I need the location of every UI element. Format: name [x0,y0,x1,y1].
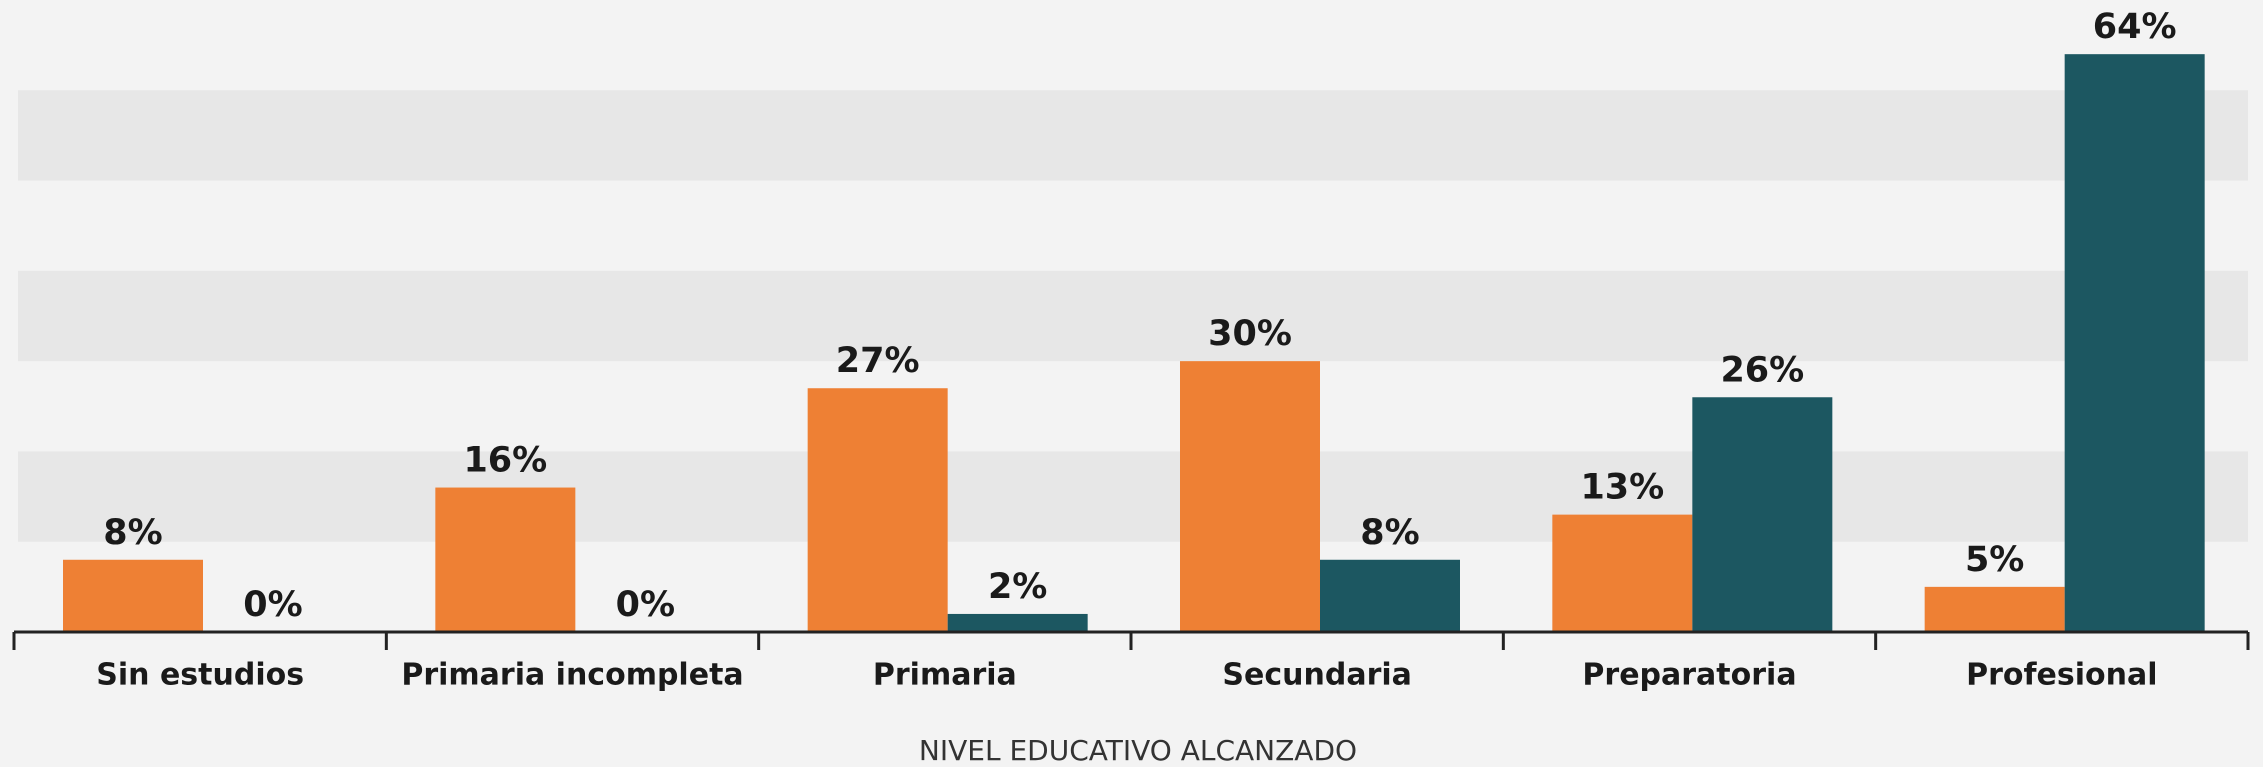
data-label: 5% [1965,540,2024,580]
data-label: 13% [1580,468,1664,508]
bar [1924,586,2065,632]
x-tick-label: Preparatoria [1582,658,1796,693]
bar [1320,559,1460,632]
grid-band [18,90,2248,181]
data-label: 64% [2093,7,2177,47]
bar [947,613,1088,632]
bar [63,559,203,632]
bar [435,487,576,632]
data-label: 0% [243,585,302,625]
grid-band [18,451,2248,542]
bar [1180,361,1320,632]
x-tick-label: Secundaria [1222,658,1412,693]
bar [2064,54,2205,632]
data-label: 26% [1720,350,1804,390]
x-axis-label: NIVEL EDUCATIVO ALCANZADO [919,734,1357,767]
x-tick-label: Sin estudios [96,658,304,693]
data-label: 8% [1360,513,1419,553]
bar [807,388,948,632]
x-tick-label: Primaria incompleta [401,658,743,693]
data-label: 30% [1208,314,1292,354]
bar [1552,514,1693,632]
marks [63,54,2205,632]
data-label: 2% [988,567,1047,607]
data-label: 8% [103,513,162,553]
x-tick-label: Primaria [873,658,1017,693]
x-tick-label: Profesional [1966,658,2157,693]
data-label: 0% [616,585,675,625]
grid-bands [18,90,2248,542]
data-label: 16% [463,441,547,481]
bar [1692,397,1833,632]
grid-band [18,270,2248,362]
data-label: 27% [836,341,920,381]
